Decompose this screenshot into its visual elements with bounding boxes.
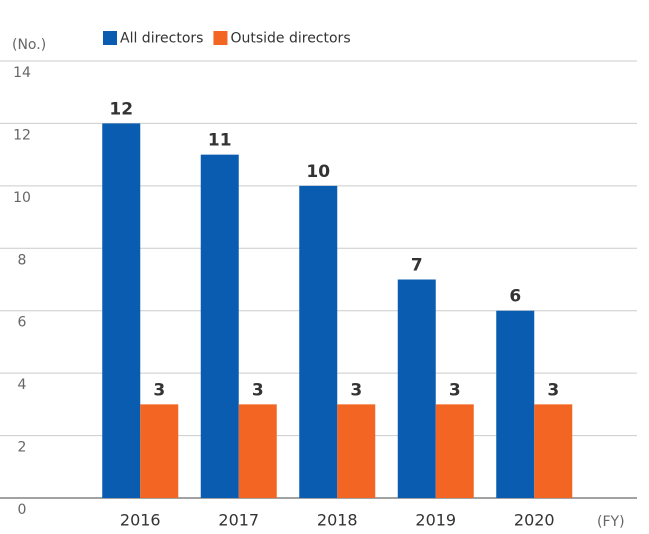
data-label: 11	[208, 131, 232, 151]
legend-label: Outside directors	[230, 31, 350, 47]
x-axis-label: (FY)	[597, 514, 625, 530]
bar	[102, 123, 141, 498]
data-label: 3	[153, 380, 165, 400]
data-label: 3	[252, 380, 264, 400]
x-tick-label: 2020	[514, 511, 555, 530]
y-tick-label: 14	[13, 65, 31, 81]
x-tick-label: 2017	[218, 511, 259, 530]
bar	[435, 404, 474, 498]
y-tick-label: 12	[13, 127, 31, 143]
data-label: 3	[547, 380, 559, 400]
y-tick-label: 2	[18, 440, 27, 456]
data-label: 10	[306, 162, 330, 182]
y-tick-label: 8	[18, 252, 27, 268]
bar	[200, 154, 239, 498]
y-tick-label: 6	[18, 315, 27, 331]
data-label: 3	[449, 380, 461, 400]
bar	[534, 404, 573, 498]
bar	[496, 310, 535, 498]
bar	[337, 404, 376, 498]
x-tick-label: 2018	[317, 511, 358, 530]
legend-swatch	[213, 31, 228, 45]
bar	[140, 404, 179, 498]
data-label: 3	[350, 380, 362, 400]
data-label: 12	[109, 99, 133, 119]
bar	[397, 279, 436, 498]
bar	[238, 404, 277, 498]
data-label: 7	[411, 256, 423, 276]
y-tick-label: 10	[13, 190, 31, 206]
data-label: 6	[509, 287, 521, 307]
bar	[299, 185, 338, 498]
x-tick-label: 2019	[415, 511, 456, 530]
legend-swatch	[103, 31, 117, 45]
x-tick-label: 2016	[120, 511, 161, 530]
y-axis-label: (No.)	[12, 37, 46, 53]
legend-label: All directors	[120, 31, 203, 47]
y-tick-label: 4	[18, 377, 27, 393]
y-tick-label: 0	[18, 502, 27, 518]
